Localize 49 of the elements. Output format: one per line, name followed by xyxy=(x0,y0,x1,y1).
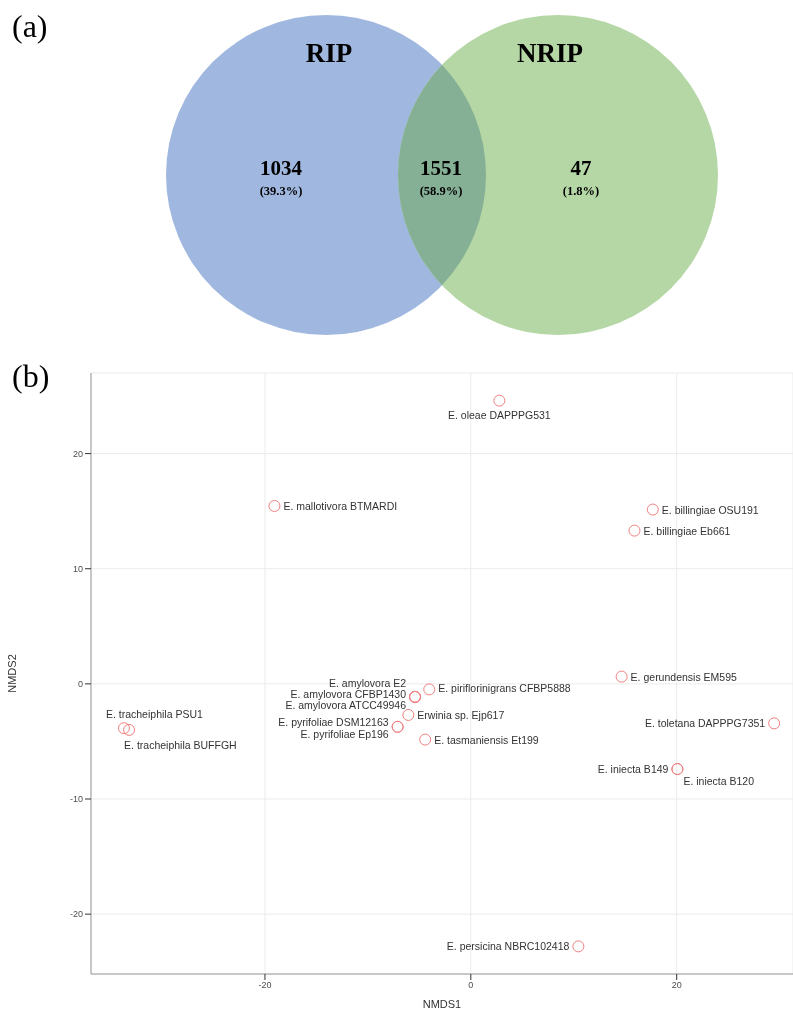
x-axis-title: NMDS1 xyxy=(422,998,462,1010)
annotation: E. tracheiphila BUFFGH xyxy=(124,738,237,751)
y-tick-label: -20 xyxy=(69,909,83,920)
annotation: E. mallotivora BTMARDI xyxy=(283,499,398,512)
point xyxy=(117,722,130,735)
category-label: RIP xyxy=(305,38,353,68)
annotation: E. amylovora E2 xyxy=(328,676,407,689)
annotation: E. pyrifoliae DSM12163 xyxy=(278,715,389,728)
y-tick-label: -10 xyxy=(69,794,83,805)
annotation: E. iniecta B149 xyxy=(597,763,669,776)
data-label: 1034 xyxy=(260,156,303,180)
data-label: 47 xyxy=(570,156,592,180)
point xyxy=(628,524,641,537)
annotation: E. tracheiphila PSU1 xyxy=(105,708,203,721)
y-axis-title: NMDS2 xyxy=(5,654,18,693)
point xyxy=(493,394,506,407)
category-label: NRIP xyxy=(517,38,583,68)
y-tick-label: 10 xyxy=(72,563,83,574)
annotation: E. piriflorinigrans CFBP5888 xyxy=(438,682,571,695)
chart-title: (b) xyxy=(12,358,50,394)
y-tick-label: 20 xyxy=(72,448,83,459)
x-tick-label: 20 xyxy=(671,980,682,991)
annotation: E. billingiae OSU191 xyxy=(661,503,759,516)
annotation: E. persicina NBRC102418 xyxy=(446,940,570,953)
text: (58.9%) xyxy=(419,184,463,198)
annotation: E. pyrifoliae Ep196 xyxy=(300,727,389,740)
annotation: E. tasmaniensis Et199 xyxy=(434,733,539,746)
annotation: Erwinia sp. Ejp617 xyxy=(417,708,505,721)
annotation: E. billingiae Eb661 xyxy=(643,524,731,537)
annotation: E. iniecta B120 xyxy=(683,775,755,788)
annotation: E. toletana DAPPPG7351 xyxy=(644,717,766,730)
point xyxy=(123,723,136,736)
point xyxy=(402,708,415,721)
x-tick-label: -20 xyxy=(258,980,272,991)
text: (a) xyxy=(12,8,48,44)
point xyxy=(419,733,432,746)
point xyxy=(268,499,281,512)
point xyxy=(646,503,659,516)
text: (39.3%) xyxy=(259,184,303,198)
point xyxy=(423,683,436,696)
data-label: 1551 xyxy=(420,156,462,180)
text: (1.8%) xyxy=(562,184,600,198)
y-tick-label: 0 xyxy=(77,679,83,690)
point xyxy=(615,670,628,683)
annotation: E. gerundensis EM595 xyxy=(630,670,738,683)
annotation: E. oleae DAPPPG531 xyxy=(447,408,551,421)
point xyxy=(768,717,781,730)
x-tick-label: 0 xyxy=(468,980,474,991)
point xyxy=(572,940,585,953)
